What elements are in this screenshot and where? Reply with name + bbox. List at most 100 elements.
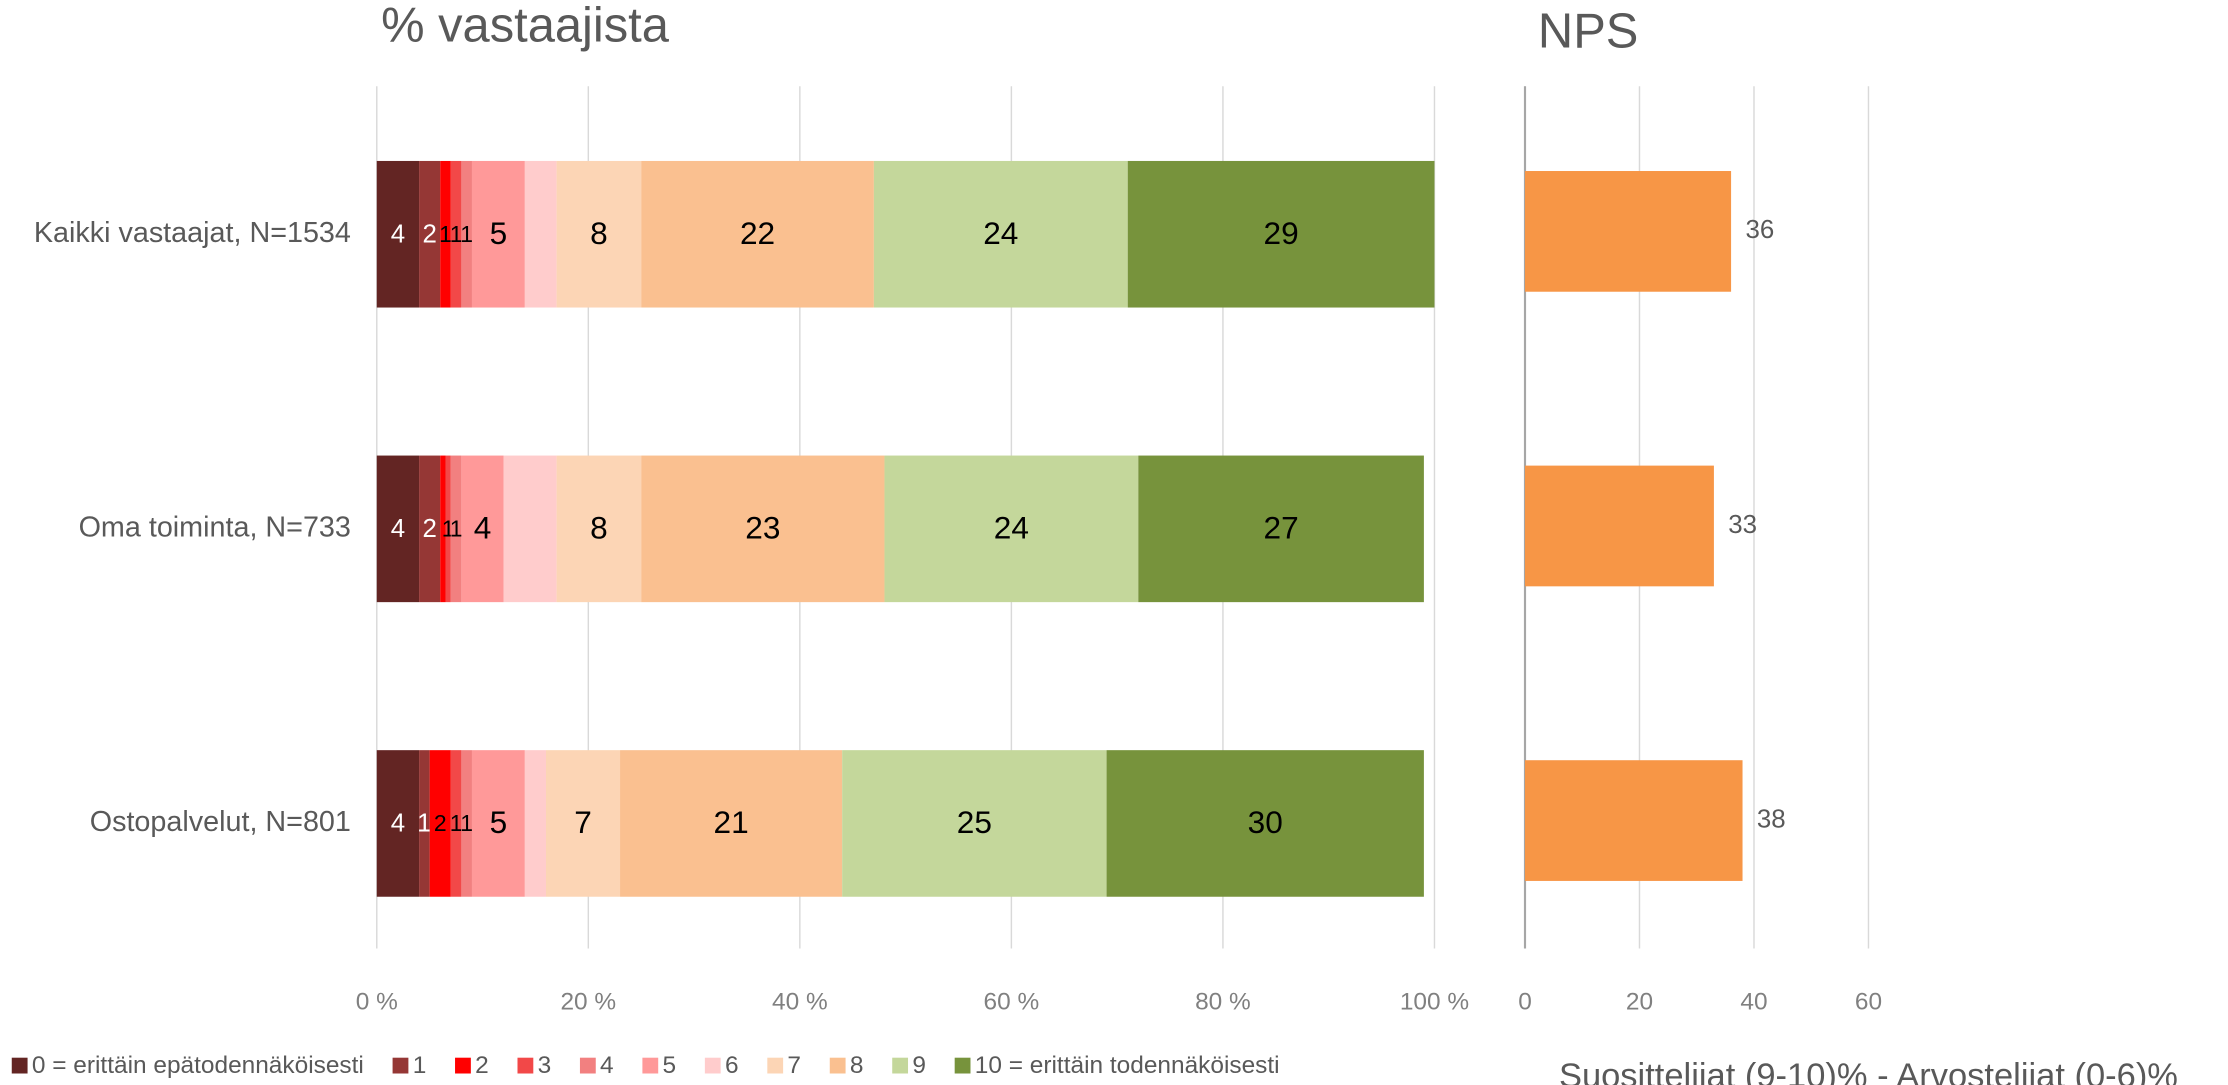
data-label: 1 bbox=[450, 810, 463, 836]
x-tick-label: 0 bbox=[1518, 989, 1532, 1016]
bar-segment bbox=[461, 160, 472, 308]
bar-segment bbox=[524, 160, 557, 308]
x-tick-label: 20 bbox=[1626, 989, 1653, 1016]
legend-label: 8 bbox=[850, 1052, 864, 1079]
legend-label: 1 bbox=[413, 1052, 427, 1079]
bar-segment bbox=[524, 750, 547, 897]
x-tick-label: 100 % bbox=[1400, 989, 1469, 1016]
data-label: 2 bbox=[422, 515, 436, 543]
legend-label: 6 bbox=[725, 1052, 739, 1079]
bar-segment bbox=[376, 455, 420, 603]
data-label: 29 bbox=[1264, 215, 1299, 251]
bar-segment bbox=[440, 455, 446, 603]
data-label: 1 bbox=[417, 810, 431, 838]
bar-segment bbox=[641, 455, 885, 603]
y-tick-label: Oma toiminta, N=733 bbox=[79, 511, 351, 543]
legend-label: 5 bbox=[663, 1052, 677, 1079]
data-label: 2 bbox=[434, 810, 447, 836]
y-tick-label: Kaikki vastaajat, N=1534 bbox=[34, 217, 351, 249]
bar-segment bbox=[471, 160, 525, 308]
bar-segment bbox=[461, 455, 504, 603]
data-label: 25 bbox=[957, 804, 992, 840]
chart-title: % vastaajista bbox=[381, 0, 670, 53]
data-label: 5 bbox=[490, 215, 508, 251]
data-label: 2 bbox=[422, 221, 436, 249]
x-tick-label: 80 % bbox=[1195, 989, 1251, 1016]
bar-segment bbox=[884, 455, 1139, 603]
bar-segment bbox=[376, 160, 420, 308]
bar-segment bbox=[503, 455, 557, 603]
bar-segment bbox=[376, 750, 420, 897]
data-label: 33 bbox=[1728, 511, 1757, 539]
legend-swatch bbox=[954, 1057, 971, 1074]
data-label: 4 bbox=[391, 515, 405, 543]
data-label: 36 bbox=[1745, 216, 1774, 244]
data-label: 1 bbox=[450, 221, 463, 247]
bar-segment bbox=[842, 750, 1107, 897]
data-label: 1 bbox=[450, 515, 463, 541]
legend-swatch bbox=[517, 1057, 534, 1074]
bar-segment bbox=[461, 750, 472, 897]
bar-segment bbox=[1106, 750, 1424, 897]
legend-swatch bbox=[829, 1057, 846, 1074]
legend-label: 7 bbox=[787, 1052, 801, 1079]
bar-segment bbox=[556, 160, 642, 308]
legend-label: 4 bbox=[600, 1052, 614, 1079]
legend-label: 3 bbox=[538, 1052, 552, 1079]
legend-swatch bbox=[767, 1057, 784, 1074]
y-tick-label: Ostopalvelut, N=801 bbox=[90, 806, 351, 838]
bar-segment bbox=[620, 750, 843, 897]
bar bbox=[1525, 760, 1743, 881]
legend-swatch bbox=[642, 1057, 659, 1074]
bar-segment bbox=[641, 160, 874, 308]
legend-label: 2 bbox=[475, 1052, 489, 1079]
data-label: 1 bbox=[460, 221, 473, 247]
bar-segment bbox=[1127, 160, 1435, 308]
data-label: 24 bbox=[994, 510, 1029, 546]
bar-segment bbox=[471, 750, 525, 897]
x-axis-label: Suosittelijat (9-10)% - Arvostelijat (0-… bbox=[1559, 1057, 2178, 1085]
bar bbox=[1525, 465, 1714, 587]
bar-segment bbox=[445, 455, 451, 603]
legend-swatch bbox=[455, 1057, 471, 1074]
x-tick-label: 40 bbox=[1740, 989, 1767, 1016]
x-tick-label: 20 % bbox=[560, 989, 616, 1016]
chart-title: NPS bbox=[1538, 4, 1638, 58]
bar-segment bbox=[546, 750, 621, 897]
legend-swatch bbox=[704, 1057, 721, 1074]
data-label: 30 bbox=[1248, 804, 1283, 840]
data-label: 38 bbox=[1757, 805, 1786, 833]
data-label: 23 bbox=[745, 510, 780, 546]
legend-label: 0 = erittäin epätodennäköisesti bbox=[32, 1052, 364, 1079]
data-label: 4 bbox=[391, 810, 405, 838]
bar-segment bbox=[556, 455, 642, 603]
bar-segment bbox=[1138, 455, 1424, 603]
legend-swatch bbox=[392, 1057, 409, 1074]
x-tick-label: 60 bbox=[1855, 989, 1882, 1016]
data-label: 24 bbox=[983, 215, 1018, 251]
legend-label: 9 bbox=[912, 1052, 926, 1079]
x-tick-label: 60 % bbox=[984, 989, 1040, 1016]
bar-segment bbox=[450, 160, 462, 308]
data-label: 8 bbox=[590, 510, 608, 546]
data-label: 1 bbox=[439, 221, 452, 247]
bar-segment bbox=[873, 160, 1128, 308]
data-label: 7 bbox=[574, 804, 592, 840]
bar-segment bbox=[419, 160, 441, 308]
data-label: 8 bbox=[590, 215, 608, 251]
bar-segment bbox=[450, 750, 462, 897]
bar bbox=[1525, 171, 1732, 292]
bar-segment bbox=[440, 160, 451, 308]
bar-segment bbox=[419, 750, 430, 897]
data-label: 27 bbox=[1264, 510, 1299, 546]
legend-label: 10 = erittäin todennäköisesti bbox=[975, 1052, 1280, 1079]
bar-segment bbox=[419, 455, 441, 603]
bar-segment bbox=[429, 750, 451, 897]
x-tick-label: 40 % bbox=[772, 989, 828, 1016]
data-label: 4 bbox=[391, 221, 405, 249]
legend-swatch bbox=[579, 1057, 596, 1074]
data-label: 5 bbox=[490, 804, 508, 840]
data-label: 4 bbox=[474, 510, 492, 546]
legend-swatch bbox=[892, 1057, 909, 1074]
